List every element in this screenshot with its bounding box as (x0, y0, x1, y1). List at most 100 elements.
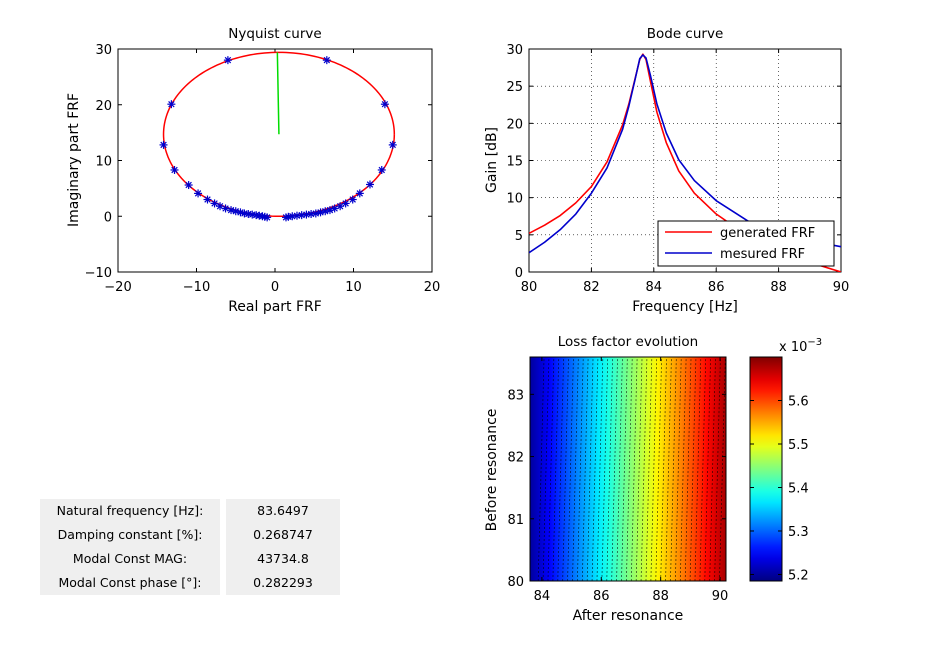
bode-ytick-label: 25 (506, 80, 523, 95)
heatmap-contour-line (670, 356, 677, 582)
bode-ytick-label: 20 (506, 117, 523, 132)
nyquist-data-point (159, 140, 168, 149)
nyquist-data-point (388, 140, 397, 149)
nyquist-data-point (365, 180, 374, 189)
modal-parameter-label: Modal Const phase [°]: (40, 571, 220, 595)
heatmap-contour-line (577, 356, 584, 582)
loss-ytick-label: 82 (507, 451, 524, 466)
nyquist-data-point (223, 56, 232, 65)
loss-ytick-label: 81 (507, 513, 524, 528)
bode-chart: 80 82 84 86 88 90 0 5 10 15 20 25 30 generated FRF m… (484, 26, 849, 315)
bode-xtick-label: 86 (708, 280, 725, 295)
heatmap-contour-line (630, 356, 638, 582)
heatmap-contour-line (640, 356, 648, 582)
modal-parameter-value: 0.282293 (226, 571, 340, 595)
heatmap-contour-line (714, 356, 721, 582)
nyquist-data-point (184, 181, 193, 190)
loss-title: Loss factor evolution (558, 334, 698, 350)
heatmap-contour-line (694, 356, 702, 582)
nyquist-ytick-label: 20 (95, 99, 112, 114)
loss-factor-chart: 84 86 88 90 80 81 82 83 Loss factor evolution A… (484, 334, 822, 624)
loss-ytick-label: 80 (507, 575, 524, 590)
loss-xtick-label: 88 (652, 589, 669, 604)
heatmap-surface (530, 357, 726, 581)
nyquist-data-point (355, 189, 364, 198)
loss-ylabel: Before resonance (484, 409, 500, 532)
nyquist-data-point (194, 189, 203, 198)
bode-ytick-label: 10 (506, 192, 523, 207)
nyquist-data-point (170, 165, 179, 174)
modal-parameter-value: 83.6497 (226, 499, 340, 523)
bode-xtick-label: 90 (833, 280, 850, 295)
bode-ytick-label: 0 (515, 266, 523, 281)
heatmap-contour-line (596, 356, 604, 582)
nyquist-ytick-label: 0 (104, 210, 112, 225)
nyquist-data-point (227, 206, 236, 215)
nyquist-xtick-label: 10 (345, 280, 362, 295)
heatmap-contour-line (645, 356, 653, 582)
nyquist-data-point (377, 165, 386, 174)
heatmap-contour-line (557, 356, 564, 582)
colorbar-tick-label: 5.2 (788, 568, 809, 583)
heatmap-contour-line (635, 356, 643, 582)
heatmap-contour-line (581, 356, 589, 582)
heatmap-contour-line (655, 356, 662, 582)
nyquist-title: Nyquist curve (228, 26, 321, 42)
heatmap-contour-line (591, 356, 599, 582)
nyquist-xtick-label: −20 (104, 280, 131, 295)
loss-xtick-label: 90 (712, 589, 729, 604)
colorbar-tick-label: 5.6 (788, 394, 809, 409)
heatmap-contour-line (547, 356, 555, 582)
bode-ytick-label: 30 (506, 43, 523, 58)
colorbar-exponent-label: x 10−3 (779, 337, 822, 355)
heatmap-frame (529, 356, 727, 582)
loss-xtick-label: 84 (534, 589, 551, 604)
nyquist-data-point (167, 100, 176, 109)
nyquist-data-point (341, 199, 350, 208)
heatmap-contour-line (650, 356, 658, 582)
heatmap-contour-line (567, 356, 574, 582)
bode-xlabel: Frequency [Hz] (632, 299, 738, 315)
heatmap-contour-line (601, 356, 609, 582)
heatmap-contour-line (719, 356, 726, 582)
legend-generated-frf: generated FRF (720, 226, 815, 241)
colorbar-tick-label: 5.5 (788, 438, 809, 453)
legend-measured-frf: mesured FRF (720, 247, 805, 262)
nyquist-ytick-label: 10 (95, 155, 112, 170)
nyquist-xlabel: Real part FRF (228, 299, 322, 315)
heatmap-contour-line (537, 356, 545, 582)
nyquist-ytick-label: −10 (85, 266, 112, 281)
nyquist-data-point (231, 207, 240, 216)
bode-series-measured (529, 54, 841, 254)
nyquist-data-point (380, 100, 389, 109)
bode-xtick-label: 88 (770, 280, 787, 295)
heatmap-contour-line (586, 356, 594, 582)
loss-xtick-label: 86 (593, 589, 610, 604)
nyquist-data-point (210, 199, 219, 208)
nyquist-fitted-circle (162, 51, 396, 218)
nyquist-xtick-label: 0 (271, 280, 279, 295)
bode-xtick-label: 80 (521, 280, 538, 295)
heatmap-contour-line (562, 356, 569, 582)
heatmap-contour-line (699, 356, 707, 582)
bode-ytick-label: 5 (515, 229, 523, 244)
loss-ytick-label: 83 (507, 388, 524, 403)
colorbar-frame (749, 356, 783, 582)
nyquist-data-point (325, 206, 334, 215)
heatmap-contour-line (704, 356, 711, 582)
nyquist-xtick-label: −10 (183, 280, 210, 295)
heatmap-contour-line (665, 356, 672, 582)
nyquist-data-point (322, 56, 331, 65)
nyquist-ytick-label: 30 (95, 43, 112, 58)
legend-box (657, 220, 835, 267)
nyquist-ylabel: Imaginary part FRF (66, 93, 82, 227)
heatmap-contour-line (626, 356, 633, 582)
colorbar-tick-label: 5.4 (788, 481, 809, 496)
bode-xtick-label: 84 (646, 280, 663, 295)
nyquist-data-point (263, 213, 272, 222)
heatmap-contour-line (621, 356, 628, 582)
nyquist-xtick-label: 20 (424, 280, 441, 295)
heatmap-contour-line (616, 356, 623, 582)
